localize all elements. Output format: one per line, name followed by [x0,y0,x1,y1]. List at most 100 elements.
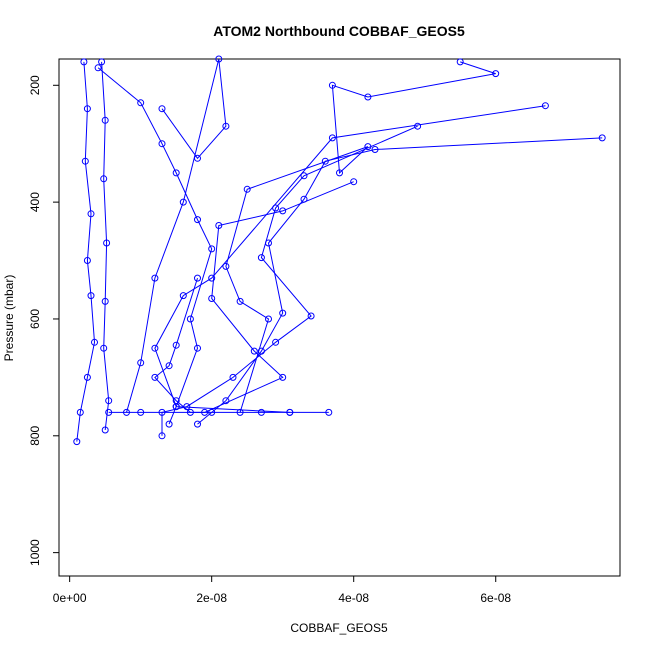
data-point [179,292,187,300]
data-point [158,140,166,148]
data-point [83,105,91,113]
data-point [364,93,372,101]
data-point [87,210,95,218]
x-tick-label: 0e+00 [53,591,87,605]
data-point [208,408,216,416]
data-point [456,58,464,66]
series-line [101,61,110,431]
data-point [222,262,230,270]
series-line [161,125,418,436]
data-point [371,146,379,153]
data-point [236,297,244,305]
data-point [87,292,95,300]
data-point [257,408,265,416]
data-point [165,420,173,428]
series-1 [73,58,98,446]
data-point [105,408,113,416]
series-7 [194,134,606,428]
data-point [83,373,91,381]
data-point [73,438,81,446]
x-axis: 0e+00 2e-08 4e-08 6e-08 [53,576,511,605]
data-point [165,362,173,370]
y-tick-label: 200 [28,75,42,95]
series-line [197,137,603,425]
data-point [350,178,358,186]
series-line [154,277,329,413]
data-point [103,239,111,247]
data-point [101,297,109,305]
y-tick-label: 400 [28,192,42,212]
data-point [307,312,315,320]
data-point [179,198,187,206]
data-point [186,408,194,416]
series-5 [222,58,500,416]
data-point [243,185,251,193]
y-tick-label: 600 [28,309,42,329]
data-point [414,122,422,130]
series-line [76,61,96,442]
data-point [328,81,336,89]
series-8 [158,122,422,440]
series-10 [151,274,333,416]
data-point [172,169,180,177]
data-point [94,64,102,72]
series-6 [151,102,549,416]
plot-frame [58,58,621,577]
series-line [108,181,354,413]
data-point [208,245,216,253]
series-9 [105,178,358,416]
series-line [97,67,213,425]
data-point [250,347,258,355]
data-point [272,204,280,212]
data-point [137,359,145,367]
x-axis-label: COBBAF_GEOS5 [290,621,388,635]
data-point [279,207,287,215]
data-point [325,408,333,416]
data-point [81,157,89,165]
data-point [222,122,230,130]
data-point [186,315,194,323]
data-point [492,70,500,78]
data-point [194,420,201,428]
data-point [321,157,329,165]
data-point [215,222,223,229]
data-point [194,154,201,162]
y-tick-label: 800 [28,425,42,445]
series-line [225,61,496,413]
data-point [265,315,272,323]
data-point [208,274,216,282]
data-point [598,134,606,142]
data-point [541,102,549,110]
data-point [222,397,230,405]
series-3 [94,64,216,428]
data-point [336,169,343,177]
data-point [151,373,159,381]
data-point [208,295,216,302]
data-point [100,175,108,183]
y-axis: 200 400 600 800 1000 [28,75,59,566]
y-axis-label: Pressure (mbar) [2,275,16,362]
data-point [286,408,294,416]
x-tick-label: 4e-08 [338,591,369,605]
data-point [328,134,336,142]
data-point [279,373,287,381]
data-point [194,344,201,352]
series-line [126,58,227,413]
data-point [172,397,180,405]
series-2 [98,58,113,434]
data-point [100,344,108,352]
data-point [105,397,113,405]
data-point [98,58,106,66]
data-point [101,116,109,124]
data-point [194,274,201,282]
data-point [137,99,145,107]
x-tick-label: 6e-08 [480,591,511,605]
data-point [158,105,166,113]
data-point [300,172,308,180]
data-point [91,338,98,346]
data-point [137,408,145,416]
data-point [158,432,166,440]
data-point [215,55,223,63]
series-4 [123,55,230,416]
